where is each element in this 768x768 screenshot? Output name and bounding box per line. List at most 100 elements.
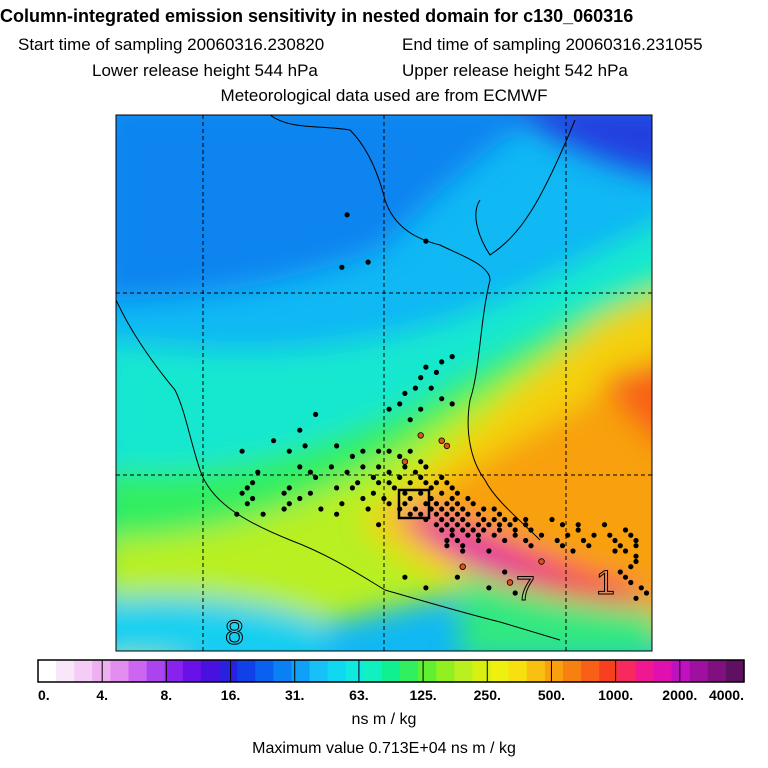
trajectory-point [460,548,466,554]
trajectory-point [271,438,277,444]
trajectory-point [528,527,534,533]
trajectory-point [496,511,503,517]
colorbar-cell [617,660,636,682]
trajectory-point [423,364,429,370]
trajectory-point [470,527,476,533]
colorbar-cell [599,660,618,682]
trajectory-point [402,574,408,580]
trajectory-point [239,448,245,454]
trajectory-point [433,522,439,528]
trajectory-point [255,469,261,475]
trajectory-point [512,527,518,533]
colorbar-tick-label: 8. [161,687,173,703]
trajectory-point [491,516,497,523]
trajectory-point [633,558,639,565]
trajectory-point [355,480,361,486]
colorbar-cell [110,660,130,682]
colorbar-cell [707,660,727,682]
colorbar-cell [345,660,365,682]
trajectory-point [334,443,340,449]
trajectory-point [449,401,455,407]
trajectory-point [575,527,581,533]
trajectory-point [633,543,639,549]
trajectory-point [591,532,597,538]
marker-1: 1 [596,564,615,602]
trajectory-point [433,501,439,507]
trajectory-point [465,522,471,528]
trajectory-point [344,469,350,475]
trajectory-point [407,495,413,502]
colorbar-cell [725,660,745,682]
trajectory-point [402,390,408,396]
trajectory-point [586,543,592,549]
trajectory-point [460,516,466,523]
trajectory-point [376,448,382,454]
colorbar: 0. 4. 8. 16. 31. 63. 125. 250. 500. 1000. 2000. 400… [37,659,745,703]
trajectory-point [465,511,471,517]
trajectory-point [376,522,382,528]
lower-release-height-label: Lower release height 544 hPa [92,61,318,80]
trajectory-point [439,490,445,496]
trajectory-point [297,427,303,433]
colorbar-cell [237,660,256,682]
colorbar-tick-label: 63. [349,687,368,703]
trajectory-point [502,537,508,544]
graticule [116,115,652,651]
trajectory-point [423,480,429,486]
colorbar-cell [273,660,293,682]
trajectory-point [397,474,403,480]
trajectory-point [628,579,634,586]
trajectory-point [454,522,460,528]
end-time-label: End time of sampling 20060316.231055 [402,35,703,54]
trajectory-point [444,501,450,507]
trajectory-point [397,453,403,459]
trajectory-point [449,485,455,491]
colorbar-cell [472,660,492,682]
colorbar-tick-label: 1000. [598,687,633,703]
trajectory-point [418,459,424,465]
trajectory-point [449,354,455,360]
trajectory-point [386,406,392,412]
trajectory-point [307,469,313,475]
colorbar-cell [182,660,202,682]
trajectory-point [349,453,355,459]
trajectory-point [418,474,424,480]
trajectory-point [454,490,460,496]
trajectory-point [334,511,340,517]
trajectory-point-highlight [459,563,466,570]
trajectory-point [286,501,292,507]
trajectory-point [507,522,513,528]
trajectory-point [475,537,481,544]
colorbar-tick-label: 4. [96,687,108,703]
trajectory-point [412,506,418,512]
trajectory-point [449,506,455,512]
trajectory-point [349,485,355,491]
colorbar-cell [200,660,220,682]
trajectory-point [297,464,303,470]
trajectory-point [423,464,429,470]
trajectory-point [412,469,418,475]
trajectory-point [481,527,487,533]
trajectory-point [433,480,439,486]
trajectory-point [439,527,445,533]
colorbar-tick-label: 31. [285,687,304,703]
trajectory-point [449,516,455,523]
trajectory-point [407,417,413,423]
trajectory-point [250,495,256,502]
colorbar-cells [38,660,745,682]
met-data-label: Meteorological data used are from ECMWF [220,86,548,105]
trajectory-point [570,548,576,554]
start-time-label: Start time of sampling 20060316.230820 [18,35,325,54]
colorbar-cell [689,660,709,682]
colorbar-cell [544,660,564,682]
colorbar-cell [92,660,112,682]
trajectory-point [470,501,476,507]
trajectory-point [607,532,613,538]
trajectory-point [643,590,650,596]
trajectory-point [475,532,481,538]
trajectory-point [313,474,319,480]
trajectory-point [376,480,382,486]
trajectory-point [439,516,445,523]
trajectory-point [365,259,371,265]
trajectory-point [386,480,392,486]
